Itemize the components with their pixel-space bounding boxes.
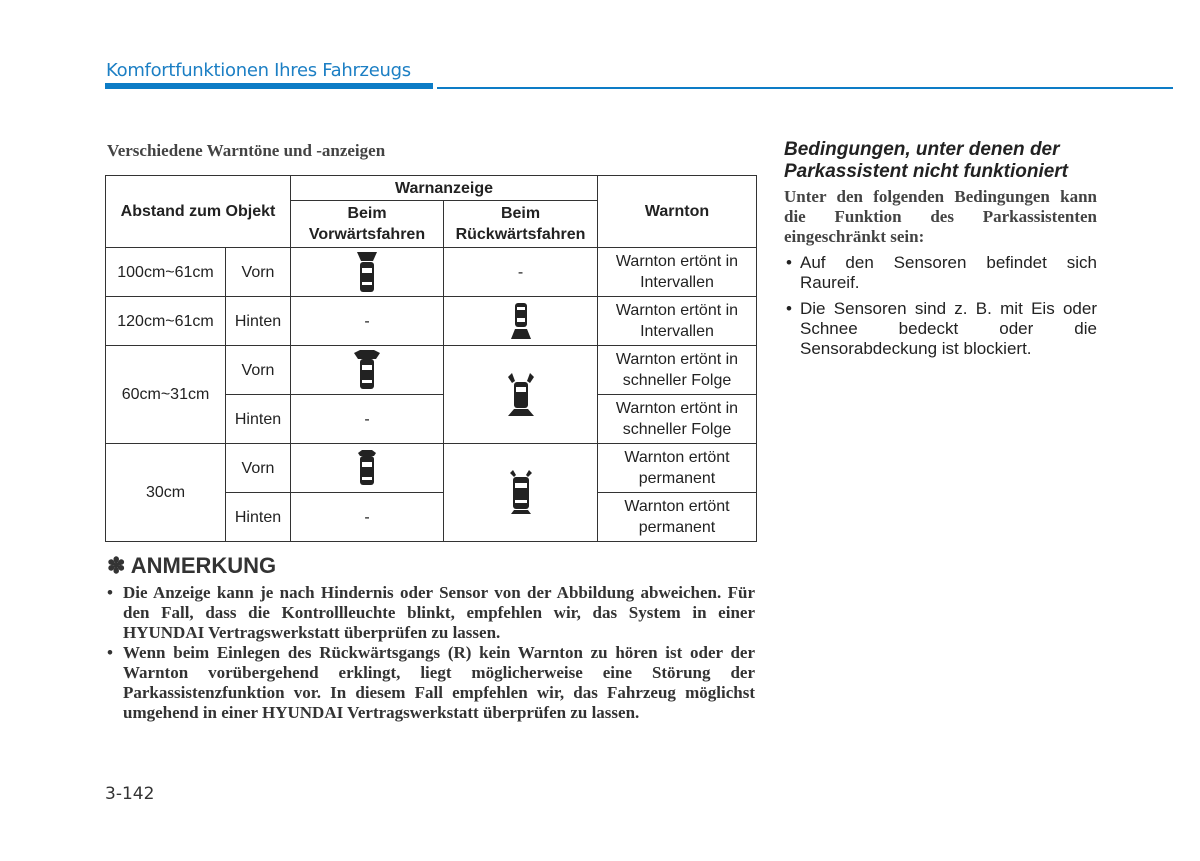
car-front-sensor-near-icon	[290, 443, 444, 493]
position: Vorn	[225, 247, 291, 297]
reverse-value: -	[443, 247, 598, 297]
note-text: Wenn beim Einlegen des Rückwärtsgangs (R…	[123, 643, 755, 722]
col-tone: Warnton	[597, 175, 757, 248]
position: Hinten	[225, 492, 291, 542]
note-title: ✽ ANMERKUNG	[107, 553, 277, 578]
distance: 30cm	[105, 443, 226, 542]
tone: Warnton ertönt permanent	[597, 443, 757, 493]
table-row: Hinten - Warnton ertönt permanent	[106, 492, 757, 542]
header-bar	[105, 83, 433, 89]
conditions-section: Bedingungen, unter denen der Parkassiste…	[784, 139, 1097, 359]
condition-item: • Auf den Sensoren befindet sich Raureif.	[784, 253, 1097, 293]
conditions-intro: Unter den folgenden Bedingungen kann die…	[784, 187, 1097, 246]
header-line	[437, 87, 1173, 89]
bullet: •	[107, 643, 113, 662]
table-row: 100cm~61cm Vorn - Warnton ertönt in Inte…	[105, 247, 757, 297]
tone: Warnton ertönt in Intervallen	[597, 296, 757, 346]
col-forward: Beim Vorwärtsfahren	[290, 200, 444, 248]
distance: 100cm~61cm	[105, 247, 226, 297]
tone: Warnton ertönt in Intervallen	[597, 247, 757, 297]
col-indicator: Warnanzeige	[290, 175, 598, 201]
note-list: • Die Anzeige kann je nach Hindernis oder…	[107, 583, 755, 723]
bullet: •	[786, 299, 792, 318]
table-row: 120cm~61cm Hinten - Warnton ertönt in In…	[105, 296, 757, 346]
section-title: Komfortfunktionen Ihres Fahrzeugs	[106, 60, 411, 81]
forward-value: -	[290, 394, 444, 444]
note-item: • Wenn beim Einlegen des Rückwärtsgangs (…	[107, 643, 755, 723]
table-row: 60cm~31cm Vorn Warnton ertönt in schnell…	[105, 345, 757, 444]
car-front-sensor-mid-icon	[290, 345, 444, 395]
bullet: •	[786, 253, 792, 272]
distance: 60cm~31cm	[105, 345, 226, 444]
car-rear-sensor-far-icon	[443, 296, 598, 346]
forward-value: -	[290, 296, 444, 346]
car-all-sensors-mid-icon	[443, 345, 598, 444]
table-title: Verschiedene Warntöne und -anzeigen	[107, 141, 386, 160]
position: Vorn	[225, 443, 291, 493]
col-reverse: Beim Rückwärtsfahren	[443, 200, 598, 248]
table-row: Hinten - Warnton ertönt in schneller Fol…	[106, 394, 757, 444]
tone: Warnton ertönt permanent	[597, 492, 757, 542]
distance: 120cm~61cm	[105, 296, 226, 346]
table-row: 30cm Vorn Warnton ertönt permanent	[105, 443, 757, 542]
note-item: • Die Anzeige kann je nach Hindernis oder…	[107, 583, 755, 643]
condition-text: Auf den Sensoren befindet sich Raureif.	[800, 253, 1097, 292]
car-front-sensor-far-icon	[290, 247, 444, 297]
conditions-heading: Bedingungen, unter denen der Parkassiste…	[784, 139, 1069, 182]
position: Vorn	[225, 345, 291, 395]
condition-item: • Die Sensoren sind z. B. mit Eis oder Sc…	[784, 299, 1097, 359]
page-number: 3-142	[105, 784, 155, 804]
condition-text: Die Sensoren sind z. B. mit Eis oder Sch…	[800, 299, 1097, 358]
bullet: •	[107, 583, 113, 602]
tone: Warnton ertönt in schneller Folge	[597, 345, 757, 395]
warning-table: Abstand zum Objekt Warnanzeige Warnton B…	[105, 175, 757, 542]
note-text: Die Anzeige kann je nach Hindernis oder …	[123, 583, 755, 642]
position: Hinten	[225, 296, 291, 346]
position: Hinten	[225, 394, 291, 444]
car-all-sensors-near-icon	[443, 443, 598, 542]
tone: Warnton ertönt in schneller Folge	[597, 394, 757, 444]
forward-value: -	[290, 492, 444, 542]
col-distance: Abstand zum Objekt	[105, 175, 291, 248]
